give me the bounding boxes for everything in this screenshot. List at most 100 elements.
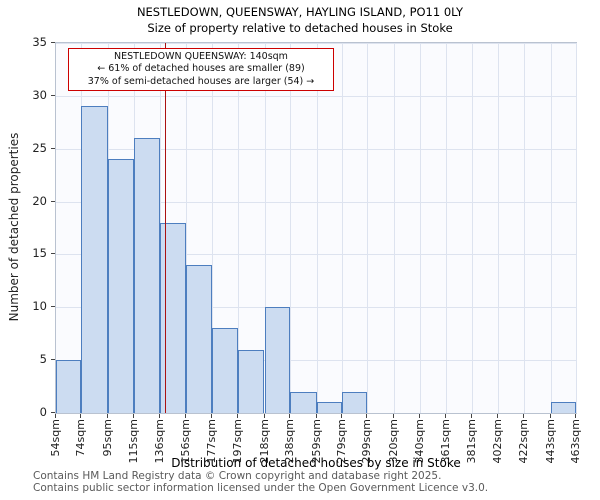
x-tick-label: 177sqm xyxy=(205,419,219,464)
gridline-vertical xyxy=(394,43,396,413)
gridline-horizontal xyxy=(56,254,576,256)
y-tick-label: 30 xyxy=(32,87,47,102)
x-tick-mark xyxy=(184,414,186,418)
y-tick-label: 25 xyxy=(32,140,47,155)
y-tick-mark xyxy=(51,412,55,413)
annotation-line: NESTLEDOWN QUEENSWAY: 140sqm xyxy=(114,51,288,62)
x-tick-mark xyxy=(315,414,317,418)
annotation-line: 37% of semi-detached houses are larger (… xyxy=(87,75,315,87)
y-tick-mark xyxy=(51,200,55,202)
x-tick-mark xyxy=(470,414,472,418)
gridline-vertical xyxy=(419,43,421,413)
gridline-vertical xyxy=(550,43,552,413)
x-tick-mark xyxy=(288,414,290,418)
y-tick-label: 35 xyxy=(32,35,47,49)
bar xyxy=(160,222,186,413)
chart-subtitle: Size of property relative to detached ho… xyxy=(147,21,453,35)
x-tick-mark xyxy=(393,414,395,418)
x-tick-label: 320sqm xyxy=(387,419,401,464)
x-tick-mark xyxy=(55,414,56,418)
y-tick-mark xyxy=(51,359,55,361)
gridline-vertical xyxy=(237,43,239,413)
x-tick-label: 74sqm xyxy=(74,419,88,457)
x-tick-label: 115sqm xyxy=(126,419,140,464)
gridline-vertical xyxy=(342,43,344,413)
x-tick-label: 463sqm xyxy=(569,419,582,464)
gridline-vertical xyxy=(185,43,187,413)
gridline-horizontal xyxy=(56,43,576,44)
bar xyxy=(289,391,317,413)
x-tick-mark xyxy=(575,414,576,418)
annotation-line: ← 61% of detached houses are smaller (89… xyxy=(97,63,305,75)
x-tick-mark xyxy=(522,414,524,418)
bar xyxy=(342,391,368,413)
gridline-vertical xyxy=(471,43,473,413)
x-tick-label: 422sqm xyxy=(516,419,530,464)
gridline-vertical xyxy=(212,43,214,413)
x-tick-label: 197sqm xyxy=(230,419,244,464)
gridline-vertical xyxy=(264,43,266,413)
gridline-vertical xyxy=(523,43,525,413)
y-tick-mark xyxy=(51,94,55,96)
x-tick-mark xyxy=(132,414,134,418)
footer-line-1: Contains HM Land Registry data © Crown c… xyxy=(33,470,442,482)
y-tick-mark xyxy=(51,147,55,149)
gridline-vertical xyxy=(289,43,291,413)
x-tick-label: 340sqm xyxy=(412,419,426,464)
bar xyxy=(185,265,213,413)
gridline-horizontal xyxy=(56,360,576,362)
x-tick-mark xyxy=(418,414,420,418)
x-tick-label: 402sqm xyxy=(491,419,505,464)
x-tick-mark xyxy=(366,414,368,418)
annotation-box: NESTLEDOWN QUEENSWAY: 140sqm ← 61% of de… xyxy=(68,48,334,92)
gridline-vertical xyxy=(446,43,448,413)
y-tick-label: 5 xyxy=(39,352,47,367)
x-tick-mark xyxy=(80,414,82,418)
bar xyxy=(316,402,343,413)
bar xyxy=(133,138,161,413)
x-tick-label: 54sqm xyxy=(49,419,62,457)
x-tick-mark xyxy=(549,414,551,418)
x-tick-mark xyxy=(159,414,161,418)
x-tick-label: 361sqm xyxy=(439,419,453,464)
bar xyxy=(212,328,238,413)
x-tick-label: 95sqm xyxy=(101,419,115,457)
chart-title: NESTLEDOWN, QUEENSWAY, HAYLING ISLAND, P… xyxy=(136,5,464,19)
x-tick-mark xyxy=(236,414,238,418)
gridline-vertical xyxy=(498,43,500,413)
y-tick-label: 0 xyxy=(39,405,47,419)
x-tick-mark xyxy=(497,414,499,418)
marker-line xyxy=(164,43,167,413)
x-tick-label: 136sqm xyxy=(153,419,167,464)
bar xyxy=(81,106,109,413)
gridline-horizontal xyxy=(56,307,576,309)
gridline-vertical xyxy=(367,43,369,413)
x-tick-label: 218sqm xyxy=(257,419,271,464)
y-tick-mark xyxy=(51,253,55,255)
gridline-horizontal xyxy=(56,148,576,150)
x-tick-mark xyxy=(107,414,109,418)
x-tick-label: 259sqm xyxy=(309,419,323,464)
gridline-horizontal xyxy=(56,95,576,97)
x-tick-mark xyxy=(445,414,447,418)
bar xyxy=(108,159,134,413)
gridline-horizontal xyxy=(56,201,576,203)
bar xyxy=(56,360,82,413)
x-tick-label: 238sqm xyxy=(282,419,296,464)
x-axis-label: Distribution of detached houses by size … xyxy=(171,456,461,470)
bar xyxy=(264,307,290,413)
plot-area: NESTLEDOWN QUEENSWAY: 140sqm ← 61% of de… xyxy=(55,42,577,414)
gridline-vertical xyxy=(316,43,318,413)
y-tick-label: 20 xyxy=(32,193,47,208)
y-tick-label: 15 xyxy=(32,246,47,261)
x-tick-label: 443sqm xyxy=(543,419,557,464)
y-tick-mark xyxy=(51,306,55,308)
y-tick-label: 10 xyxy=(32,299,47,314)
gridline-vertical xyxy=(576,43,577,413)
x-tick-label: 381sqm xyxy=(464,419,478,464)
x-tick-mark xyxy=(341,414,343,418)
x-tick-label: 156sqm xyxy=(178,419,192,464)
x-tick-mark xyxy=(263,414,265,418)
x-tick-mark xyxy=(211,414,213,418)
